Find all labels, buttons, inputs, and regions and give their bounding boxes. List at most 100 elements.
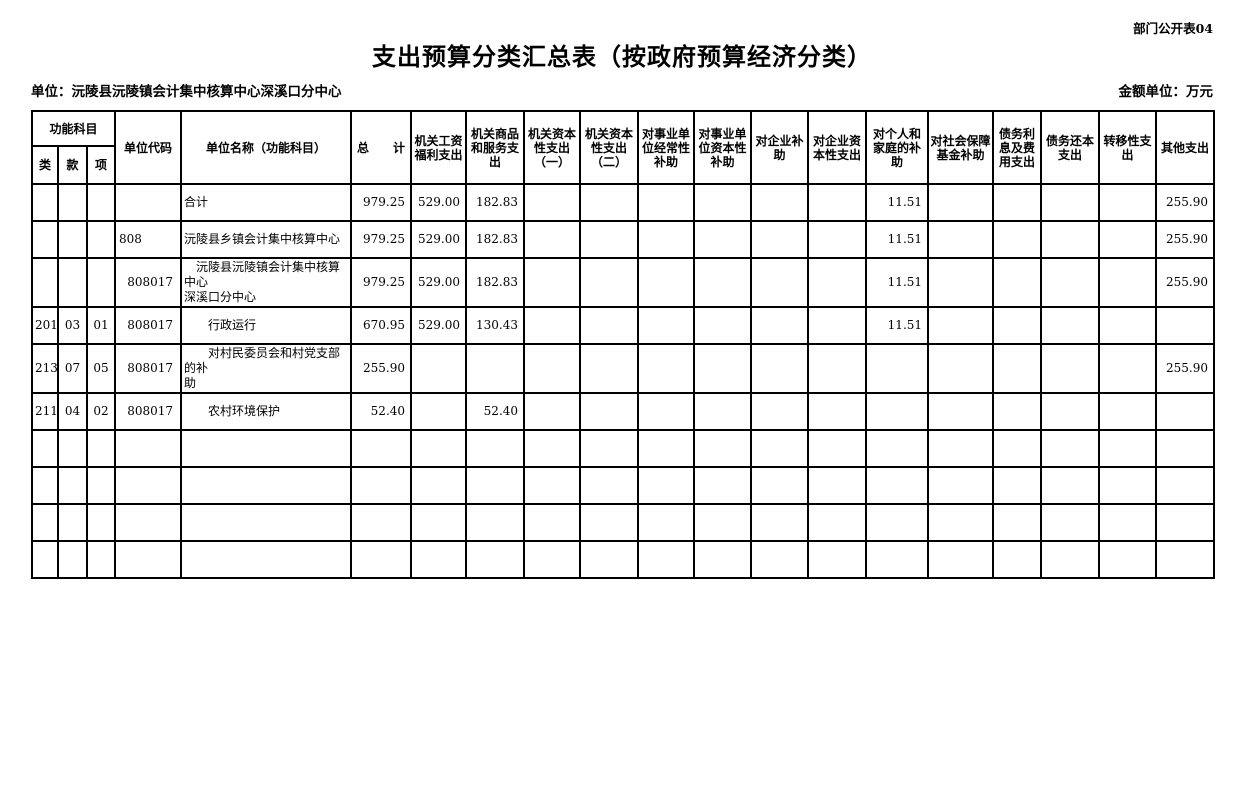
cell-amount — [410, 343, 468, 394]
cell-amount — [579, 392, 640, 431]
cell-amount — [410, 540, 468, 579]
column-header-class: 类 — [31, 145, 59, 185]
table-header: 功能科目 单位代码 单位名称（功能科目） 总 计 机关工资福利支出 机关商品和服… — [30, 110, 1216, 185]
cell-unit-code: 808017 — [114, 343, 183, 394]
cell-amount — [992, 429, 1043, 468]
cell-amount — [579, 466, 640, 505]
cell-amount — [865, 343, 930, 394]
cell-amount — [1155, 306, 1216, 345]
column-header-institution-capital-subsidy: 对事业单位资本性补助 — [693, 110, 753, 185]
cell-amount — [1098, 220, 1158, 259]
cell-amount — [750, 503, 810, 542]
cell-amount — [807, 503, 868, 542]
column-header-unit-code: 单位代码 — [114, 110, 183, 185]
cell-unit-name: 合计 — [180, 183, 353, 222]
cell-amount — [1040, 429, 1101, 468]
cell-amount — [465, 429, 526, 468]
cell-function-class — [31, 466, 59, 505]
cell-amount — [807, 343, 868, 394]
cell-amount — [523, 183, 582, 222]
cell-amount — [693, 183, 753, 222]
cell-amount — [1040, 540, 1101, 579]
column-header-capital-1: 机关资本性支出（一） — [523, 110, 582, 185]
cell-amount — [992, 257, 1043, 308]
cell-amount — [1040, 503, 1101, 542]
cell-amount: 529.00 — [410, 220, 468, 259]
column-header-total: 总 计 — [350, 110, 413, 185]
cell-unit-name — [180, 503, 353, 542]
cell-amount — [523, 540, 582, 579]
cell-unit-code — [114, 429, 183, 468]
table-row: 808017 沅陵县沅陵镇会计集中核算中心 深溪口分中心 979.25 529.00… — [31, 257, 1216, 308]
budget-table: 功能科目 单位代码 单位名称（功能科目） 总 计 机关工资福利支出 机关商品和服… — [30, 110, 1216, 579]
cell-amount — [1040, 183, 1101, 222]
cell-function-item — [85, 429, 117, 468]
cell-amount — [637, 466, 696, 505]
cell-amount: 11.51 — [865, 257, 930, 308]
table-row: 201 03 01 808017 行政运行 670.95 529.00 130.43 11.5… — [31, 306, 1216, 345]
cell-amount — [927, 220, 995, 259]
column-header-enterprise-capital: 对企业资本性支出 — [807, 110, 868, 185]
cell-amount — [1040, 306, 1101, 345]
cell-unit-name — [180, 540, 353, 579]
cell-amount — [992, 183, 1043, 222]
cell-amount — [523, 429, 582, 468]
cell-amount — [410, 466, 468, 505]
cell-amount — [693, 503, 753, 542]
column-header-debt-principal: 债务还本支出 — [1040, 110, 1101, 185]
cell-unit-name — [180, 429, 353, 468]
cell-amount — [637, 343, 696, 394]
cell-function-section — [57, 429, 88, 468]
cell-function-section: 07 — [57, 343, 88, 394]
cell-amount — [1155, 392, 1216, 431]
cell-amount — [579, 220, 640, 259]
cell-amount — [750, 429, 810, 468]
cell-amount: 255.90 — [1155, 343, 1216, 394]
cell-amount — [865, 392, 930, 431]
cell-amount — [1098, 503, 1158, 542]
document-content: 部门公开表04 支出预算分类汇总表（按政府预算经济分类） 单位：沅陵县沅陵镇会计… — [30, 21, 1216, 579]
cell-function-section — [57, 503, 88, 542]
cell-amount — [637, 429, 696, 468]
cell-amount — [410, 429, 468, 468]
cell-function-item — [85, 540, 117, 579]
cell-amount: 255.90 — [1155, 183, 1216, 222]
table-row — [31, 540, 1216, 579]
cell-unit-name: 对村民委员会和村党支部的补 助 — [180, 343, 353, 394]
cell-amount — [693, 540, 753, 579]
cell-amount — [865, 503, 930, 542]
cell-amount — [1098, 392, 1158, 431]
cell-amount — [750, 257, 810, 308]
table-row: 808 沅陵县乡镇会计集中核算中心 979.25 529.00 182.83 11.51 2… — [31, 220, 1216, 259]
cell-amount — [1040, 220, 1101, 259]
cell-amount — [410, 503, 468, 542]
cell-amount — [992, 306, 1043, 345]
cell-amount — [1098, 466, 1158, 505]
cell-amount — [637, 257, 696, 308]
column-header-debt-interest: 债务利息及费用支出 — [992, 110, 1043, 185]
cell-amount — [927, 429, 995, 468]
cell-amount — [579, 503, 640, 542]
cell-amount — [579, 540, 640, 579]
cell-amount: 182.83 — [465, 257, 526, 308]
cell-amount — [750, 306, 810, 345]
column-header-enterprise-subsidy: 对企业补助 — [750, 110, 810, 185]
cell-unit-name — [180, 466, 353, 505]
column-header-goods-services: 机关商品和服务支出 — [465, 110, 526, 185]
cell-function-item — [85, 257, 117, 308]
cell-amount: 979.25 — [350, 183, 413, 222]
cell-amount — [465, 503, 526, 542]
amount-unit-label: 金额单位：万元 — [1118, 84, 1214, 100]
cell-amount: 529.00 — [410, 306, 468, 345]
cell-function-class — [31, 503, 59, 542]
cell-amount: 529.00 — [410, 183, 468, 222]
cell-amount — [523, 392, 582, 431]
cell-unit-code — [114, 466, 183, 505]
cell-amount — [807, 183, 868, 222]
cell-amount — [637, 220, 696, 259]
cell-function-section — [57, 466, 88, 505]
column-header-other: 其他支出 — [1155, 110, 1216, 185]
cell-unit-code — [114, 540, 183, 579]
cell-amount: 255.90 — [350, 343, 413, 394]
